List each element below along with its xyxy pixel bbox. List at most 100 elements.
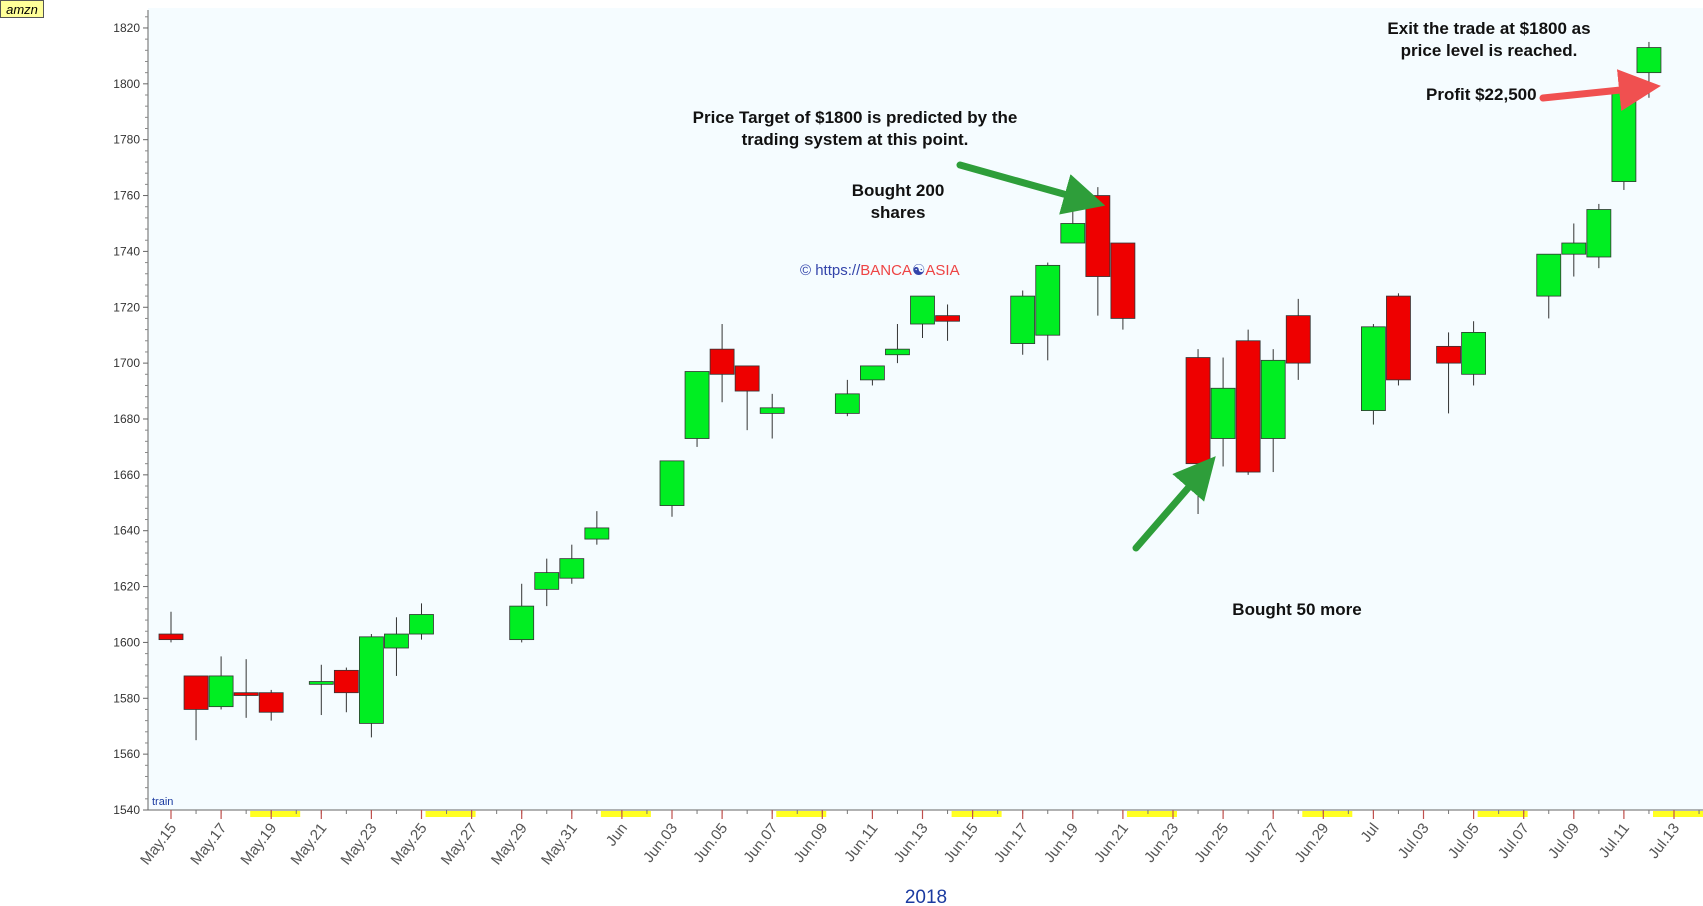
candle-body [1185, 357, 1211, 465]
x-tick-label: Jun.09 [790, 820, 831, 866]
annotation-bought200-line1: Bought 200 [852, 181, 945, 200]
candle-body [183, 675, 209, 710]
candle [734, 365, 760, 431]
weekend-marker [250, 811, 301, 817]
candle-body [509, 605, 535, 641]
candle-body [1035, 264, 1061, 336]
x-tick-label: May.31 [538, 820, 581, 868]
x-tick-label: Jun.23 [1141, 820, 1182, 866]
x-tick-label: Jun [603, 820, 631, 850]
x-tick-label: Jul.05 [1445, 820, 1483, 862]
y-tick-label: 1620 [113, 580, 140, 594]
candle-body [1636, 47, 1662, 74]
watermark-brand-a: BANCA [860, 262, 912, 279]
candle-body [1260, 359, 1286, 439]
y-tick-label: 1720 [113, 300, 140, 314]
candle [759, 393, 785, 439]
candle-body [885, 348, 910, 356]
y-tick-label: 1660 [113, 468, 140, 482]
candle-body [1536, 253, 1562, 297]
candle-body [1060, 223, 1086, 244]
candle-body [584, 527, 610, 540]
candle [709, 324, 735, 403]
x-axis: May.15 May.17 May.19 May.21 May.23 May.25 May.… [137, 809, 1703, 868]
candle-body [1461, 331, 1486, 375]
weekend-marker [1653, 811, 1703, 817]
y-tick-label: 1760 [113, 189, 140, 203]
watermark: © https://BANCA☯ASIA [800, 262, 960, 279]
candle [358, 634, 384, 738]
candle-body [233, 692, 259, 696]
candle [158, 611, 184, 643]
candle [885, 324, 910, 364]
candle-body [1611, 91, 1637, 182]
candle-body [308, 681, 334, 685]
candle [1361, 324, 1386, 425]
candle-body [834, 393, 860, 414]
candles [158, 41, 1662, 741]
x-tick-label: Jun.19 [1041, 820, 1082, 866]
candle [1561, 223, 1587, 277]
candle-body [910, 295, 935, 325]
candle [860, 365, 885, 386]
candle-body [860, 365, 885, 381]
candle [258, 689, 284, 721]
candle-body [1361, 326, 1386, 412]
x-tick-label: Jun.05 [690, 820, 731, 866]
weekend-marker [951, 811, 1002, 817]
watermark-brand-b: ASIA [925, 262, 959, 279]
candle-body [734, 365, 760, 392]
x-tick-label: Jun.25 [1191, 820, 1232, 866]
y-axis: 1540 1560 1580 1600 1620 1640 1660 1680 1700 1720… [113, 10, 149, 817]
candle-body [684, 371, 710, 439]
watermark-symbol: ☯ [912, 262, 925, 279]
candle [1110, 242, 1136, 330]
weekend-marker [776, 811, 827, 817]
candle [1636, 41, 1662, 98]
x-tick-label: May.29 [488, 820, 531, 868]
candle [1436, 332, 1461, 414]
watermark-prefix: © https:// [800, 262, 861, 279]
candle-body [384, 633, 409, 649]
candle [834, 379, 860, 417]
candle-body [333, 669, 359, 694]
x-tick-label: Jun.11 [841, 820, 881, 865]
candle [935, 304, 960, 341]
candle-body [1085, 195, 1111, 277]
candle-body [1386, 295, 1411, 381]
candle [1210, 357, 1236, 467]
arrow-profit [1539, 69, 1661, 112]
candle [409, 603, 434, 640]
candle-body [709, 348, 735, 375]
x-tick-label: Jul.13 [1645, 820, 1683, 862]
candle [1235, 329, 1261, 475]
weekend-marker [1302, 811, 1353, 817]
candle [333, 667, 359, 713]
candle-body [1436, 345, 1461, 364]
x-tick-label: Jun.29 [1291, 820, 1332, 866]
candle [384, 617, 409, 676]
candle-body [759, 407, 785, 414]
candle-body [534, 572, 560, 590]
x-tick-label: Jun.17 [991, 820, 1032, 866]
candle-body [258, 692, 284, 713]
annotation-bought50: Bought 50 more [1232, 600, 1361, 619]
x-tick-label: May.27 [438, 820, 481, 868]
x-tick-label: Jul [1357, 820, 1382, 846]
y-tick-label: 1680 [113, 412, 140, 426]
y-tick-label: 1780 [113, 133, 140, 147]
candle-body [1561, 242, 1587, 255]
arrow-bought50 [1132, 456, 1216, 552]
candle-body [158, 633, 184, 641]
candle [559, 544, 585, 584]
candle [684, 371, 710, 447]
candle-body [935, 315, 960, 322]
x-tick-label: Jun.15 [941, 820, 982, 866]
candle [308, 664, 334, 716]
candle [1386, 293, 1411, 386]
candle [1461, 321, 1486, 386]
candle [183, 675, 209, 741]
year-label: 2018 [905, 887, 947, 906]
candle-body [1285, 315, 1311, 364]
